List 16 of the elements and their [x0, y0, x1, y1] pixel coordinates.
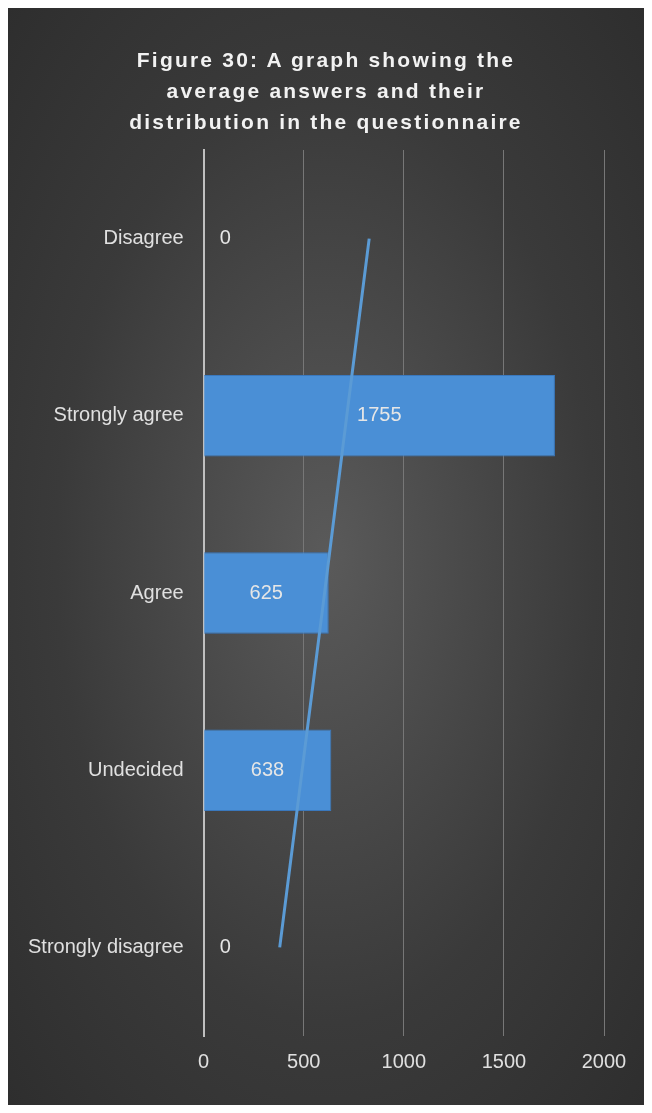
- x-tick-label: 0: [198, 1049, 210, 1072]
- data-label: 638: [250, 757, 285, 780]
- x-tick-label: 2000: [581, 1049, 627, 1072]
- y-tick-label: Undecided: [88, 757, 184, 780]
- data-label: 625: [249, 580, 283, 603]
- data-label: 0: [219, 226, 231, 249]
- data-label: 0: [219, 934, 231, 957]
- y-tick-label: Disagree: [103, 226, 184, 249]
- y-tick-label: Strongly agree: [53, 403, 184, 426]
- x-tick-label: 1000: [381, 1049, 427, 1072]
- data-label: 1755: [357, 403, 402, 426]
- y-tick-label: Strongly disagree: [27, 934, 184, 957]
- y-tick-label: Agree: [130, 580, 184, 603]
- x-tick-label: 500: [287, 1049, 321, 1072]
- chart-title: Figure 30: A graph showing the average answers and their distribution in the questionnaire: [128, 47, 524, 133]
- x-tick-label: 1500: [481, 1049, 527, 1072]
